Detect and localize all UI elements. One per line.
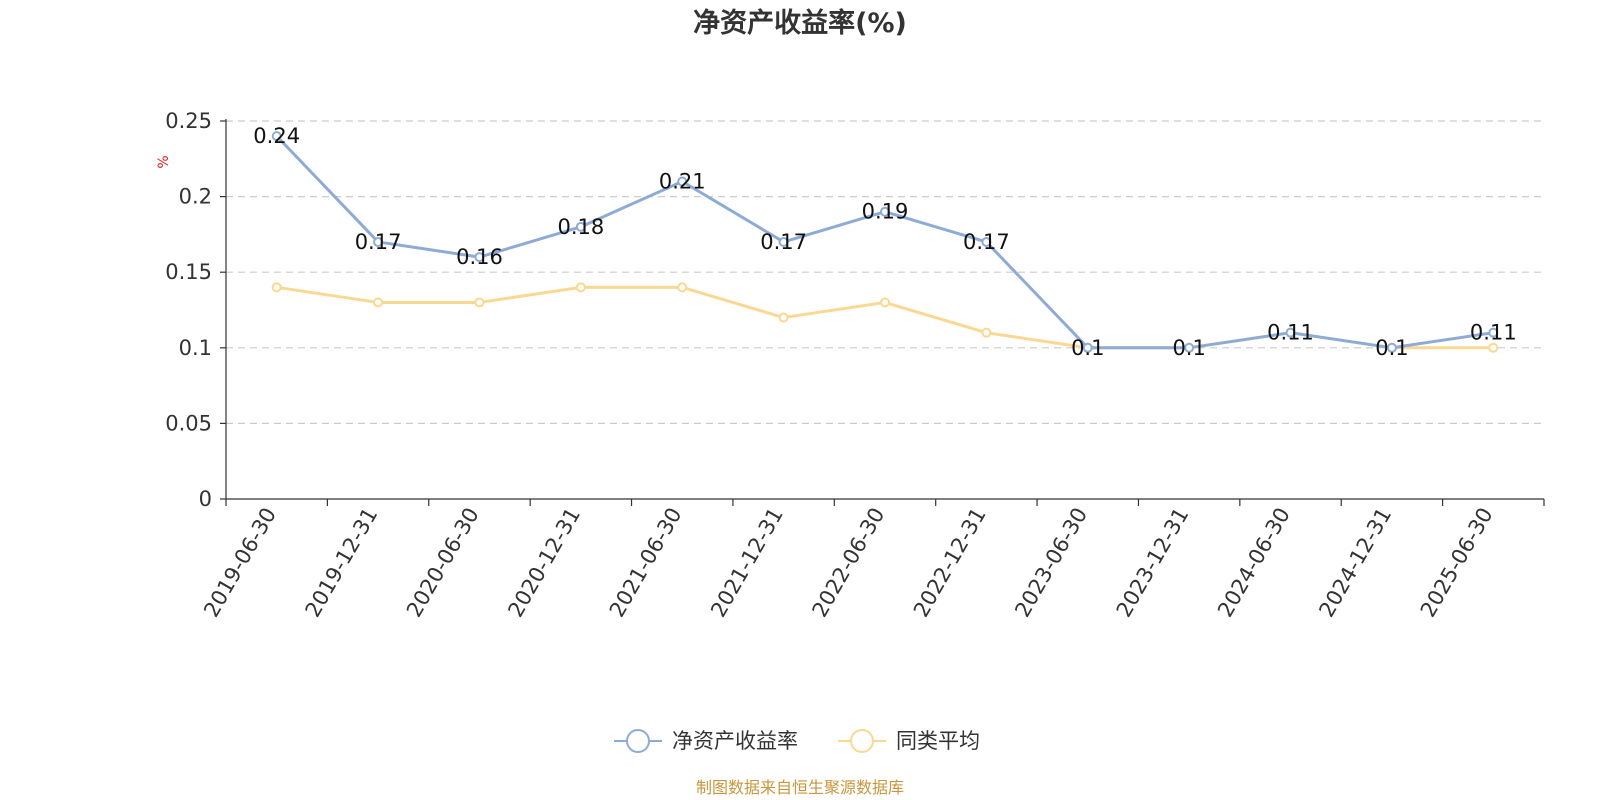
y-tick-label: 0.1: [179, 336, 212, 360]
peer-average-data-point: [880, 297, 890, 308]
y-tick-label: 0.25: [165, 109, 212, 133]
peer-average-data-point: [474, 297, 485, 308]
x-tick-label: 2022-06-30: [808, 504, 890, 622]
roe-data-label: 0.17: [760, 230, 807, 254]
data-source-note: 制图数据来自恒生聚源数据库: [696, 778, 904, 797]
roe-data-label: 0.18: [557, 215, 604, 239]
peer-average-data-point: [575, 282, 586, 293]
x-tick-label: 2019-06-30: [199, 504, 281, 622]
roe-data-point: [1082, 342, 1093, 353]
y-tick-label: 0.2: [179, 185, 212, 209]
roe-data-point: [271, 131, 282, 142]
roe-data-label: 0.11: [1470, 321, 1517, 345]
roe-data-label: 0.21: [659, 169, 706, 193]
roe-data-point: [1488, 327, 1499, 338]
grid-layer: [226, 120, 1544, 424]
x-tick-label: 2024-06-30: [1213, 504, 1295, 622]
y-tick-label: 0.15: [165, 260, 212, 284]
roe-series-line: [275, 135, 1494, 350]
peer-average-data-point: [373, 297, 384, 308]
x-tick-label: 2025-06-30: [1416, 504, 1498, 622]
chart-title: 净资产收益率(%): [693, 7, 907, 39]
roe-data-label: 0.11: [1267, 321, 1314, 345]
legend-roe-marker: [626, 729, 650, 753]
legend-item-roe[interactable]: 净资产收益率: [614, 729, 798, 753]
peer-average-data-point: [1488, 342, 1499, 353]
x-tick-label: 2020-12-31: [503, 504, 585, 622]
peer-average-data-point: [677, 282, 688, 293]
roe-data-label: 0.1: [1375, 336, 1408, 360]
peer-average-data-point: [778, 312, 789, 323]
legend-peer-average-label: 同类平均: [896, 729, 980, 753]
roe-data-point: [373, 236, 384, 247]
roe-data-point: [981, 236, 992, 247]
legend-item-peer-average[interactable]: 同类平均: [838, 729, 980, 753]
roe-data-label: 0.17: [355, 230, 402, 254]
roe-data-label: 0.19: [862, 200, 909, 224]
legend-roe-label: 净资产收益率: [672, 729, 798, 753]
roe-data-point: [1285, 327, 1296, 338]
y-tick-label: 0.05: [165, 411, 212, 435]
series-layer: [271, 131, 1499, 353]
x-tick-label: 2021-06-30: [605, 504, 687, 622]
legend: 净资产收益率 同类平均: [614, 729, 980, 753]
roe-data-point: [575, 221, 586, 232]
x-tick-label: 2021-12-31: [706, 504, 788, 622]
x-tick-label: 2020-06-30: [402, 504, 484, 622]
roe-data-point: [1184, 342, 1195, 353]
x-tick-label: 2023-06-30: [1010, 504, 1092, 622]
x-tick-label: 2024-12-31: [1314, 504, 1396, 622]
roe-data-label: 0.17: [963, 230, 1010, 254]
roe-data-point: [677, 176, 688, 187]
roe-data-point: [474, 252, 485, 263]
roe-data-label: 0.1: [1172, 336, 1205, 360]
legend-peer-average-marker: [850, 729, 874, 753]
roe-data-point: [778, 236, 789, 247]
y-tick-label: 0: [199, 487, 212, 511]
x-tick-label: 2023-12-31: [1112, 504, 1194, 622]
roe-data-label: 0.16: [456, 245, 503, 269]
roe-data-point: [880, 206, 890, 217]
x-tick-label: 2022-12-31: [909, 504, 991, 622]
roe-data-label: 0.1: [1071, 336, 1104, 360]
y-axis-unit: %: [156, 155, 172, 168]
roe-data-point: [1386, 342, 1397, 353]
label-layer: 0.24 0.17 0.16 0.18 0.21 0.17 0.19 0.17 0.1 0.1 0.…: [253, 124, 1516, 360]
x-tick-label: 2019-12-31: [301, 504, 383, 622]
roe-data-label: 0.24: [253, 124, 300, 148]
peer-average-data-point: [271, 282, 282, 293]
peer-average-data-point: [981, 327, 992, 338]
